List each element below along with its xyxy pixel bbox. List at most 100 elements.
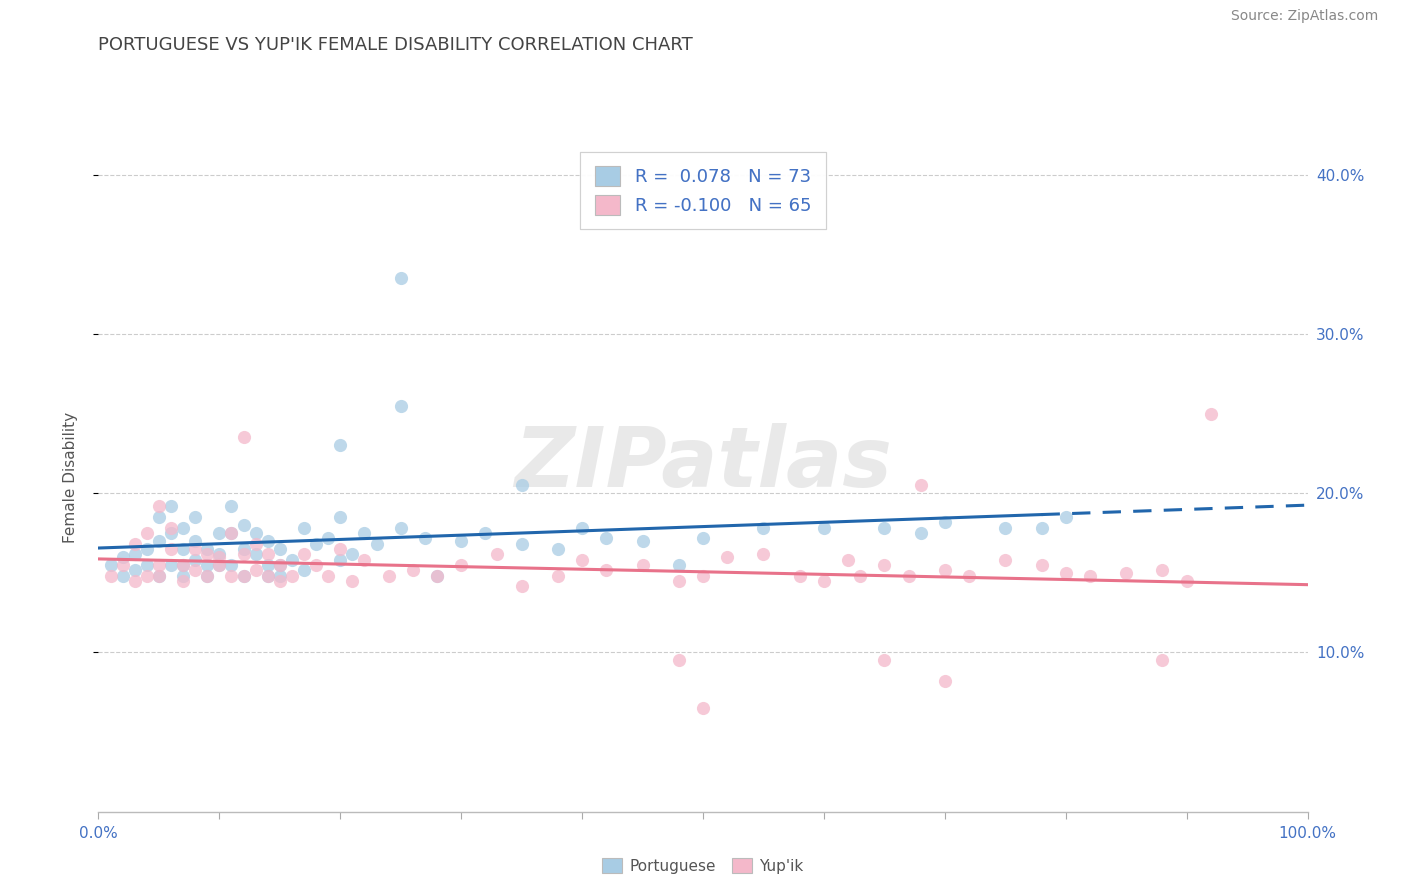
Point bbox=[873, 653, 896, 667]
Point bbox=[353, 526, 375, 541]
Point bbox=[245, 537, 267, 551]
Point bbox=[402, 563, 425, 577]
Point bbox=[208, 547, 231, 561]
Point bbox=[426, 569, 449, 583]
Point bbox=[148, 510, 170, 524]
Point bbox=[256, 533, 278, 548]
Point bbox=[160, 499, 183, 513]
Point bbox=[934, 674, 956, 689]
Point bbox=[245, 563, 267, 577]
Point bbox=[813, 521, 835, 535]
Point bbox=[160, 526, 183, 541]
Point bbox=[135, 541, 157, 556]
Point bbox=[111, 549, 134, 564]
Point bbox=[389, 271, 412, 285]
Point bbox=[994, 521, 1017, 535]
Point bbox=[221, 526, 243, 541]
Point bbox=[160, 521, 183, 535]
Point bbox=[160, 541, 183, 556]
Point bbox=[510, 478, 533, 492]
Y-axis label: Female Disability: Female Disability bbox=[63, 411, 77, 543]
Point bbox=[342, 547, 364, 561]
Point bbox=[221, 558, 243, 572]
Point bbox=[1031, 521, 1053, 535]
Point bbox=[135, 558, 157, 572]
Point bbox=[595, 531, 617, 545]
Point bbox=[195, 541, 218, 556]
Point bbox=[413, 531, 436, 545]
Point bbox=[813, 574, 835, 588]
Point bbox=[269, 558, 291, 572]
Point bbox=[571, 553, 593, 567]
Point bbox=[148, 569, 170, 583]
Point bbox=[957, 569, 980, 583]
Point bbox=[837, 553, 859, 567]
Point bbox=[292, 547, 315, 561]
Point bbox=[148, 499, 170, 513]
Point bbox=[547, 541, 569, 556]
Point bbox=[172, 541, 194, 556]
Point bbox=[172, 569, 194, 583]
Point bbox=[269, 541, 291, 556]
Legend: R =  0.078   N = 73, R = -0.100   N = 65: R = 0.078 N = 73, R = -0.100 N = 65 bbox=[581, 152, 825, 229]
Point bbox=[208, 558, 231, 572]
Point bbox=[316, 569, 339, 583]
Point bbox=[595, 563, 617, 577]
Point bbox=[329, 541, 352, 556]
Point bbox=[292, 563, 315, 577]
Point bbox=[752, 547, 775, 561]
Legend: Portuguese, Yup'ik: Portuguese, Yup'ik bbox=[596, 852, 810, 880]
Point bbox=[1054, 510, 1077, 524]
Point bbox=[184, 533, 207, 548]
Point bbox=[716, 549, 738, 564]
Point bbox=[316, 531, 339, 545]
Point bbox=[135, 526, 157, 541]
Point bbox=[232, 569, 254, 583]
Point bbox=[232, 518, 254, 533]
Point bbox=[256, 569, 278, 583]
Point bbox=[269, 558, 291, 572]
Point bbox=[292, 521, 315, 535]
Point bbox=[124, 563, 146, 577]
Point bbox=[631, 558, 654, 572]
Point bbox=[692, 569, 714, 583]
Point bbox=[124, 547, 146, 561]
Point bbox=[111, 569, 134, 583]
Point bbox=[208, 549, 231, 564]
Point bbox=[184, 510, 207, 524]
Point bbox=[100, 569, 122, 583]
Point bbox=[160, 558, 183, 572]
Point bbox=[342, 574, 364, 588]
Text: PORTUGUESE VS YUP'IK FEMALE DISABILITY CORRELATION CHART: PORTUGUESE VS YUP'IK FEMALE DISABILITY C… bbox=[98, 36, 693, 54]
Point bbox=[256, 569, 278, 583]
Point bbox=[1078, 569, 1101, 583]
Text: Source: ZipAtlas.com: Source: ZipAtlas.com bbox=[1230, 9, 1378, 23]
Point bbox=[245, 547, 267, 561]
Point bbox=[994, 553, 1017, 567]
Point bbox=[1054, 566, 1077, 580]
Point bbox=[232, 547, 254, 561]
Point bbox=[184, 541, 207, 556]
Point bbox=[148, 558, 170, 572]
Point bbox=[1152, 653, 1174, 667]
Point bbox=[1199, 407, 1222, 421]
Point bbox=[510, 537, 533, 551]
Point bbox=[124, 574, 146, 588]
Point bbox=[934, 515, 956, 529]
Point bbox=[195, 547, 218, 561]
Point bbox=[221, 526, 243, 541]
Point bbox=[221, 499, 243, 513]
Point bbox=[195, 569, 218, 583]
Point bbox=[256, 547, 278, 561]
Point bbox=[232, 541, 254, 556]
Point bbox=[269, 569, 291, 583]
Point bbox=[135, 569, 157, 583]
Point bbox=[111, 558, 134, 572]
Point bbox=[547, 569, 569, 583]
Point bbox=[124, 537, 146, 551]
Point bbox=[172, 558, 194, 572]
Point bbox=[329, 510, 352, 524]
Point bbox=[910, 526, 932, 541]
Point bbox=[195, 558, 218, 572]
Point bbox=[1115, 566, 1137, 580]
